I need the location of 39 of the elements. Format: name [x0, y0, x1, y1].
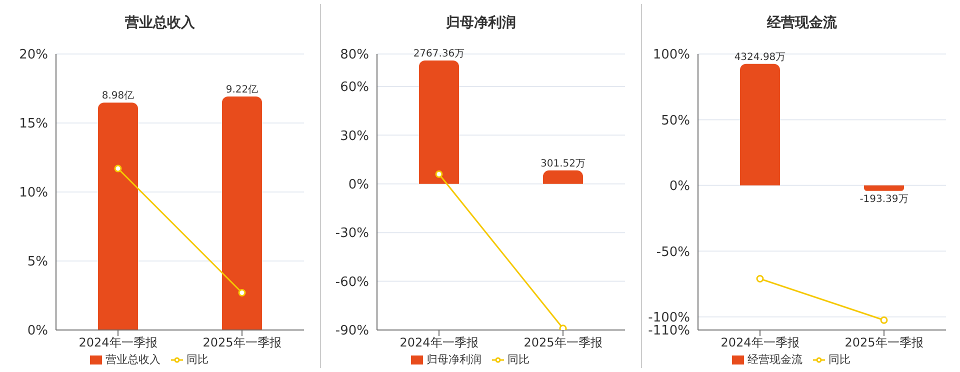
x-tick-label: 2025年一季报	[844, 336, 924, 350]
legend-label: 归母净利润	[426, 353, 482, 366]
legend-label: 营业总收入	[106, 353, 160, 366]
chart-title: 营业总收入	[124, 14, 196, 32]
data-label: 301.52万	[540, 158, 586, 170]
y-tick-label: 5%	[27, 254, 48, 270]
y-tick-label: 50%	[661, 113, 690, 128]
legend-label: 同比	[186, 353, 208, 366]
x-tick-label: 2025年一季报	[524, 336, 602, 350]
y-tick-label: 15%	[19, 116, 48, 132]
chart-title: 归母净利润	[445, 14, 517, 32]
y-tick-label: -110%	[648, 324, 690, 339]
x-tick-label: 2024年一季报	[78, 336, 158, 350]
legend-label: 同比	[828, 353, 850, 366]
data-label: 9.22亿	[226, 84, 258, 96]
y-tick-label: -100%	[648, 310, 690, 326]
legend-label: 同比	[508, 353, 530, 366]
x-tick-label: 2024年一季报	[400, 336, 478, 350]
y-tick-label: -60%	[335, 274, 369, 290]
y-tick-label: 20%	[19, 48, 48, 63]
data-label: -193.39万	[860, 194, 908, 205]
data-label: 4324.98万	[734, 52, 786, 63]
y-tick-label: -30%	[335, 226, 369, 242]
y-tick-label: 0%	[348, 177, 369, 192]
y-tick-label: -50%	[656, 244, 690, 260]
legend-label: 经营现金流	[748, 353, 802, 366]
y-tick-label: 0%	[27, 324, 48, 339]
x-tick-label: 2025年一季报	[202, 336, 282, 350]
y-tick-label: -90%	[335, 324, 369, 339]
y-tick-label: 0%	[669, 179, 690, 194]
y-tick-label: 100%	[652, 48, 690, 63]
data-label: 8.98亿	[102, 90, 134, 102]
y-tick-label: 80%	[340, 48, 369, 63]
chart-title: 经营现金流	[766, 14, 838, 32]
y-tick-label: 60%	[340, 80, 369, 96]
data-label: 2767.36万	[413, 48, 465, 60]
x-tick-label: 2024年一季报	[720, 336, 800, 350]
y-tick-label: 30%	[340, 128, 369, 144]
y-tick-label: 10%	[19, 186, 48, 201]
